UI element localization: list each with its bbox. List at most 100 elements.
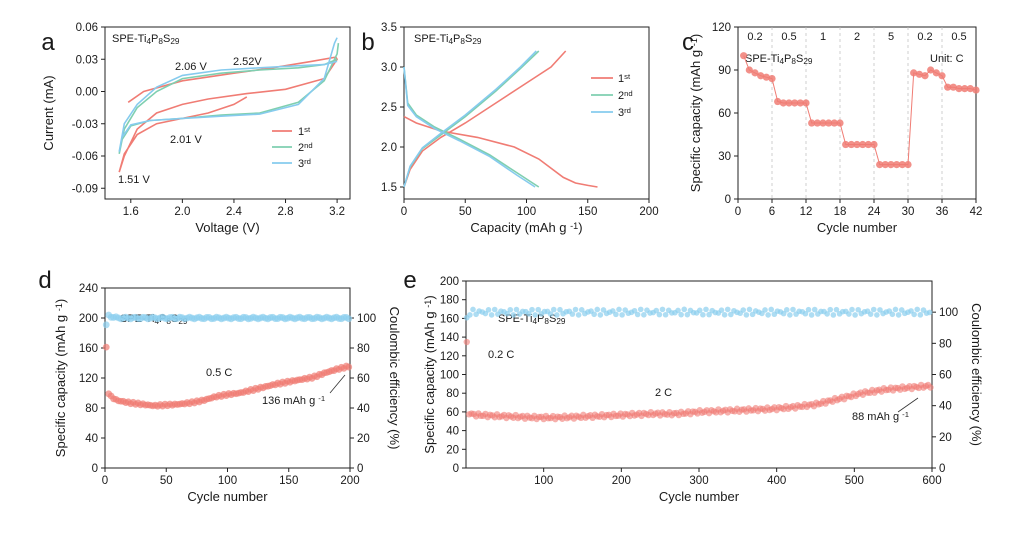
- efficiency-point: [790, 306, 796, 313]
- efficiency-point: [535, 306, 542, 313]
- y-tick-label: 90: [718, 65, 731, 77]
- y-tick-label: 2.0: [381, 142, 397, 154]
- x-tick-label: 0: [401, 206, 407, 218]
- efficiency-point: [724, 306, 731, 313]
- efficiency-point: [846, 311, 852, 317]
- panel-letter: a: [41, 29, 55, 56]
- efficiency-point: [849, 306, 855, 313]
- efficiency-point: [485, 307, 492, 313]
- charge-discharge-curve: [403, 50, 537, 188]
- x-axis-label: Cycle number: [817, 220, 898, 235]
- efficiency-point: [470, 306, 476, 313]
- y-tick-label: 160: [79, 343, 98, 355]
- efficiency-point: [889, 311, 896, 318]
- efficiency-point: [102, 321, 110, 329]
- charge-discharge-curve: [403, 66, 540, 188]
- y2-tick-label: 20: [939, 432, 952, 444]
- efficiency-point: [718, 307, 725, 313]
- y-axis-label: Specific capacity (mAh g -1): [53, 299, 68, 457]
- y2-axis-label: Coulombic efficiency (%): [969, 303, 984, 446]
- panel-letter: e: [403, 267, 416, 294]
- capacity-point: [893, 161, 901, 169]
- capacity-point: [836, 119, 844, 127]
- efficiency-point: [662, 311, 669, 318]
- y2-tick-label: 100: [939, 307, 958, 319]
- y-tick-label: 120: [440, 351, 459, 363]
- efficiency-point: [917, 312, 924, 318]
- cv-curve: [118, 37, 338, 152]
- efficiency-point: [787, 312, 793, 318]
- efficiency-point: [467, 312, 473, 318]
- y-tick-label: 30: [718, 151, 731, 163]
- efficiency-point: [808, 312, 815, 318]
- y-axis-label: Current (mA): [41, 75, 56, 150]
- efficiency-point: [914, 306, 921, 313]
- x-tick-label: 6: [769, 206, 775, 218]
- x-axis-label: Cycle number: [659, 489, 740, 504]
- x-tick-label: 100: [534, 475, 553, 487]
- legend-label: 2nd: [298, 141, 313, 154]
- efficiency-point: [675, 307, 681, 314]
- efficiency-point: [507, 306, 514, 313]
- efficiency-point: [572, 306, 579, 313]
- plot-frame: [403, 26, 650, 200]
- y-tick-label: 80: [85, 403, 98, 415]
- capacity-point: [910, 69, 918, 77]
- efficiency-point: [491, 306, 498, 313]
- capacity-point: [740, 52, 748, 60]
- capacity-point: [847, 140, 855, 149]
- annotation-pointer: [897, 397, 919, 413]
- rate-label: 0.2: [747, 31, 762, 43]
- capacity-point: [757, 72, 765, 80]
- efficiency-point: [532, 312, 538, 318]
- x-tick-label: 400: [767, 475, 786, 487]
- efficiency-point: [811, 306, 818, 313]
- efficiency-point: [653, 307, 660, 314]
- capacity-point: [927, 66, 935, 74]
- y2-tick-label: 80: [357, 343, 370, 355]
- y-tick-label: 80: [446, 388, 459, 400]
- rate-label: 0.5: [951, 31, 966, 43]
- capacity-point: [785, 99, 793, 107]
- efficiency-point: [659, 306, 666, 313]
- y2-tick-label: 100: [357, 313, 376, 325]
- y-tick-label: 0.00: [76, 87, 98, 99]
- efficiency-point: [597, 312, 604, 318]
- capacity-point: [842, 140, 850, 149]
- annotation: 2.01 V: [170, 134, 202, 146]
- efficiency-point: [762, 307, 768, 313]
- efficiency-point: [783, 307, 790, 313]
- cv-curve: [118, 56, 339, 173]
- capacity-point: [904, 161, 912, 169]
- rate-label: 2: [854, 31, 860, 43]
- efficiency-point: [631, 307, 638, 314]
- capacity-point: [972, 86, 980, 94]
- capacity-point: [774, 97, 782, 106]
- y-axis-label: Specific capacity (mAh g -1): [688, 34, 703, 192]
- efficiency-point: [656, 311, 663, 318]
- x-tick-label: 50: [160, 475, 173, 487]
- efficiency-point: [827, 306, 834, 313]
- x-tick-label: 200: [612, 475, 631, 487]
- capacity-point: [932, 69, 940, 77]
- capacity-line: [743, 55, 977, 166]
- efficiency-point: [926, 309, 933, 316]
- y2-tick-label: 0: [939, 463, 945, 475]
- capacity-point: [870, 140, 878, 149]
- x-tick-label: 150: [279, 475, 298, 487]
- efficiency-point: [852, 312, 858, 318]
- y-tick-label: 0.06: [76, 22, 98, 34]
- y2-tick-label: 0: [357, 463, 363, 475]
- x-tick-label: 200: [340, 475, 359, 487]
- capacity-point: [887, 161, 895, 169]
- capacity-point: [802, 99, 810, 107]
- y-tick-label: 3.5: [381, 22, 397, 34]
- annotation: 0.2 C: [488, 349, 514, 361]
- efficiency-point: [765, 312, 771, 318]
- annotation: 2.06 V: [175, 61, 207, 73]
- efficiency-point: [641, 312, 647, 318]
- y-tick-label: 40: [85, 433, 98, 445]
- efficiency-point: [830, 312, 837, 318]
- panel-a: 1.6 2.0 2.4 2.8 3.2 -0.09 -0.06 -0.03 0.00 0.03 0.…: [41, 22, 351, 235]
